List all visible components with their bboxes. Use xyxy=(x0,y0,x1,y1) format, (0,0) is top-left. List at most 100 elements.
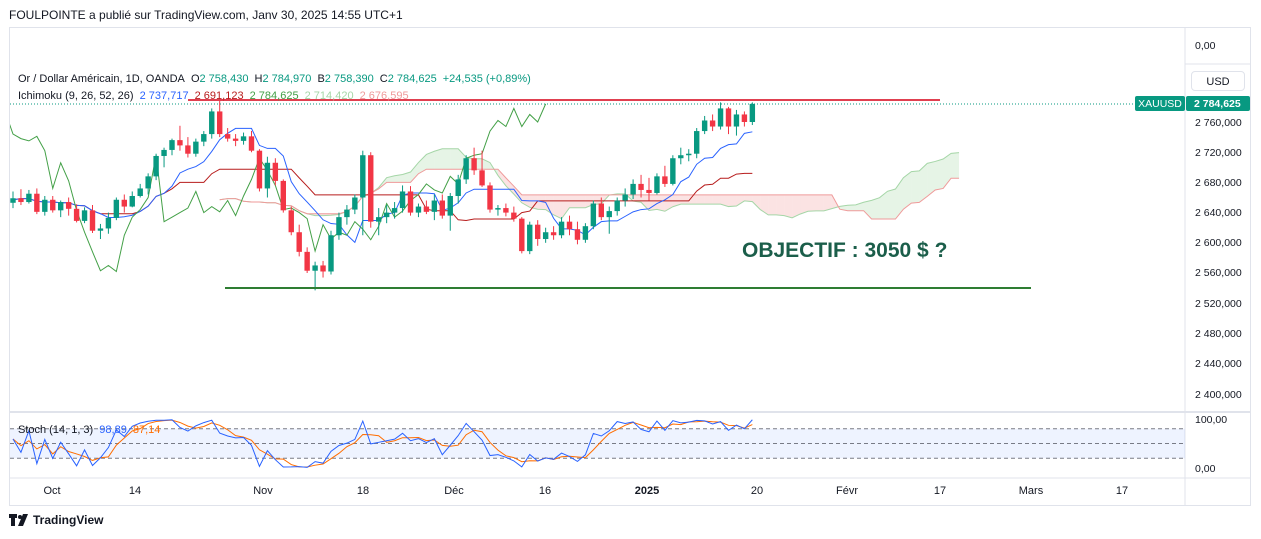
candle-body xyxy=(18,198,24,203)
high-value: 2 784,970 xyxy=(262,73,312,85)
chikou-span-line xyxy=(10,103,547,273)
candle-body xyxy=(598,203,604,218)
candle-body xyxy=(503,208,509,213)
tradingview-brand[interactable]: TradingView xyxy=(9,513,103,527)
candle-body xyxy=(89,210,96,231)
candle-body xyxy=(654,176,660,193)
price-axis-tick: 2 720,000 xyxy=(1195,147,1242,159)
candle-body xyxy=(145,176,151,189)
ichimoku-legend[interactable]: Ichimoku (9, 26, 52, 26) 2 737,717 2 691… xyxy=(18,90,412,102)
candle-body xyxy=(248,136,255,151)
time-axis-tick: 2025 xyxy=(635,485,659,497)
ichimoku-cloud-segment xyxy=(887,189,896,220)
candle-body xyxy=(399,191,406,209)
candle-body xyxy=(749,103,756,122)
open-label: O xyxy=(190,73,200,85)
candle-body xyxy=(264,162,271,189)
time-axis-tick: 17 xyxy=(934,485,946,497)
objective-annotation: OBJECTIF : 3050 $ ? xyxy=(742,239,947,262)
ichimoku-tenkan: 2 737,717 xyxy=(139,90,189,102)
candle-body xyxy=(495,208,501,210)
time-axis-tick: Déc xyxy=(444,485,464,497)
ichimoku-cloud-segment xyxy=(927,161,936,197)
time-axis-tick: Févr xyxy=(836,485,858,497)
chart-frame xyxy=(9,27,1251,506)
candle-body xyxy=(606,211,612,218)
candle-body xyxy=(272,162,279,181)
ichimoku-cloud-segment xyxy=(720,194,729,207)
candle-body xyxy=(105,217,112,229)
candle-body xyxy=(26,193,32,203)
candle-body xyxy=(463,158,469,180)
candle-body xyxy=(542,232,549,240)
candle-body xyxy=(97,228,104,231)
candle-body xyxy=(725,108,732,127)
stoch-legend[interactable]: Stoch (14, 1, 3) 98,89 87,14 xyxy=(18,424,163,436)
tradingview-label: TradingView xyxy=(33,513,104,527)
ichimoku-cloud-segment xyxy=(823,194,832,211)
ichimoku-cloud-segment xyxy=(704,194,713,205)
candle-body xyxy=(10,198,16,203)
candle-body xyxy=(336,217,342,236)
candle-body xyxy=(280,180,286,211)
ichimoku-cloud-segment xyxy=(895,177,904,220)
candle-body xyxy=(320,265,326,272)
ichimoku-span-b: 2 676,595 xyxy=(359,90,409,102)
candle-body xyxy=(50,199,56,211)
ichimoku-cloud-segment xyxy=(728,194,737,207)
ichimoku-cloud-segment xyxy=(656,194,665,212)
candle-body xyxy=(415,206,422,213)
price-tag-bg xyxy=(1186,96,1250,111)
senkou-span-b-line xyxy=(219,168,960,220)
candle-body xyxy=(391,208,398,213)
ichimoku-cloud-segment xyxy=(752,194,761,210)
candle-body xyxy=(383,212,390,218)
price-axis-tick: 2 600,000 xyxy=(1195,237,1242,249)
candle-body xyxy=(646,189,652,193)
candle-body xyxy=(662,176,668,184)
candle-body xyxy=(58,202,64,211)
candle-body xyxy=(694,131,700,154)
candle-body xyxy=(368,155,374,222)
price-axis-tick: 2 440,000 xyxy=(1195,358,1242,370)
candle-body xyxy=(161,149,167,156)
candle-body xyxy=(65,202,72,209)
candle-body xyxy=(717,108,724,127)
time-axis-tick: Oct xyxy=(43,485,60,497)
ichimoku-cloud-segment xyxy=(426,151,435,170)
ichimoku-chikou: 2 784,625 xyxy=(249,90,299,102)
candle-body xyxy=(622,194,628,201)
price-axis-tick: 0,00 xyxy=(1195,40,1216,52)
candle-body xyxy=(352,197,358,210)
candle-body xyxy=(137,188,143,196)
price-axis-tick: 2 520,000 xyxy=(1195,298,1242,310)
symbol-legend[interactable]: Or / Dollar Américain, 1D, OANDA O2 758,… xyxy=(18,73,534,85)
ichimoku-cloud-segment xyxy=(418,154,427,174)
ichimoku-cloud-segment xyxy=(919,163,928,203)
stoch-k-line xyxy=(12,419,753,468)
ichimoku-cloud-segment xyxy=(768,194,777,215)
candle-body xyxy=(129,195,135,207)
candle-body xyxy=(113,199,120,218)
ichimoku-cloud-segment xyxy=(633,194,642,203)
candle-body xyxy=(447,195,453,216)
candle-body xyxy=(535,224,541,240)
candle-body xyxy=(638,183,644,190)
ichimoku-cloud-segment xyxy=(760,194,769,215)
candle-body xyxy=(709,120,716,127)
price-axis-tick: 2 400,000 xyxy=(1195,389,1242,401)
time-axis-tick: Nov xyxy=(253,485,273,497)
close-label: C xyxy=(379,73,388,85)
candle-body xyxy=(471,158,477,171)
ichimoku-cloud-segment xyxy=(497,169,506,186)
ichimoku-cloud-segment xyxy=(847,204,856,211)
candle-body xyxy=(439,200,445,216)
close-value: 2 784,625 xyxy=(387,73,437,85)
ichimoku-cloud-segment xyxy=(434,148,443,170)
currency-button[interactable]: USD xyxy=(1191,71,1245,91)
time-axis-tick: 14 xyxy=(129,485,141,497)
ichimoku-cloud-segment xyxy=(450,148,459,170)
candle-body xyxy=(527,224,533,252)
stoch-k-value: 98,89 xyxy=(99,424,127,436)
